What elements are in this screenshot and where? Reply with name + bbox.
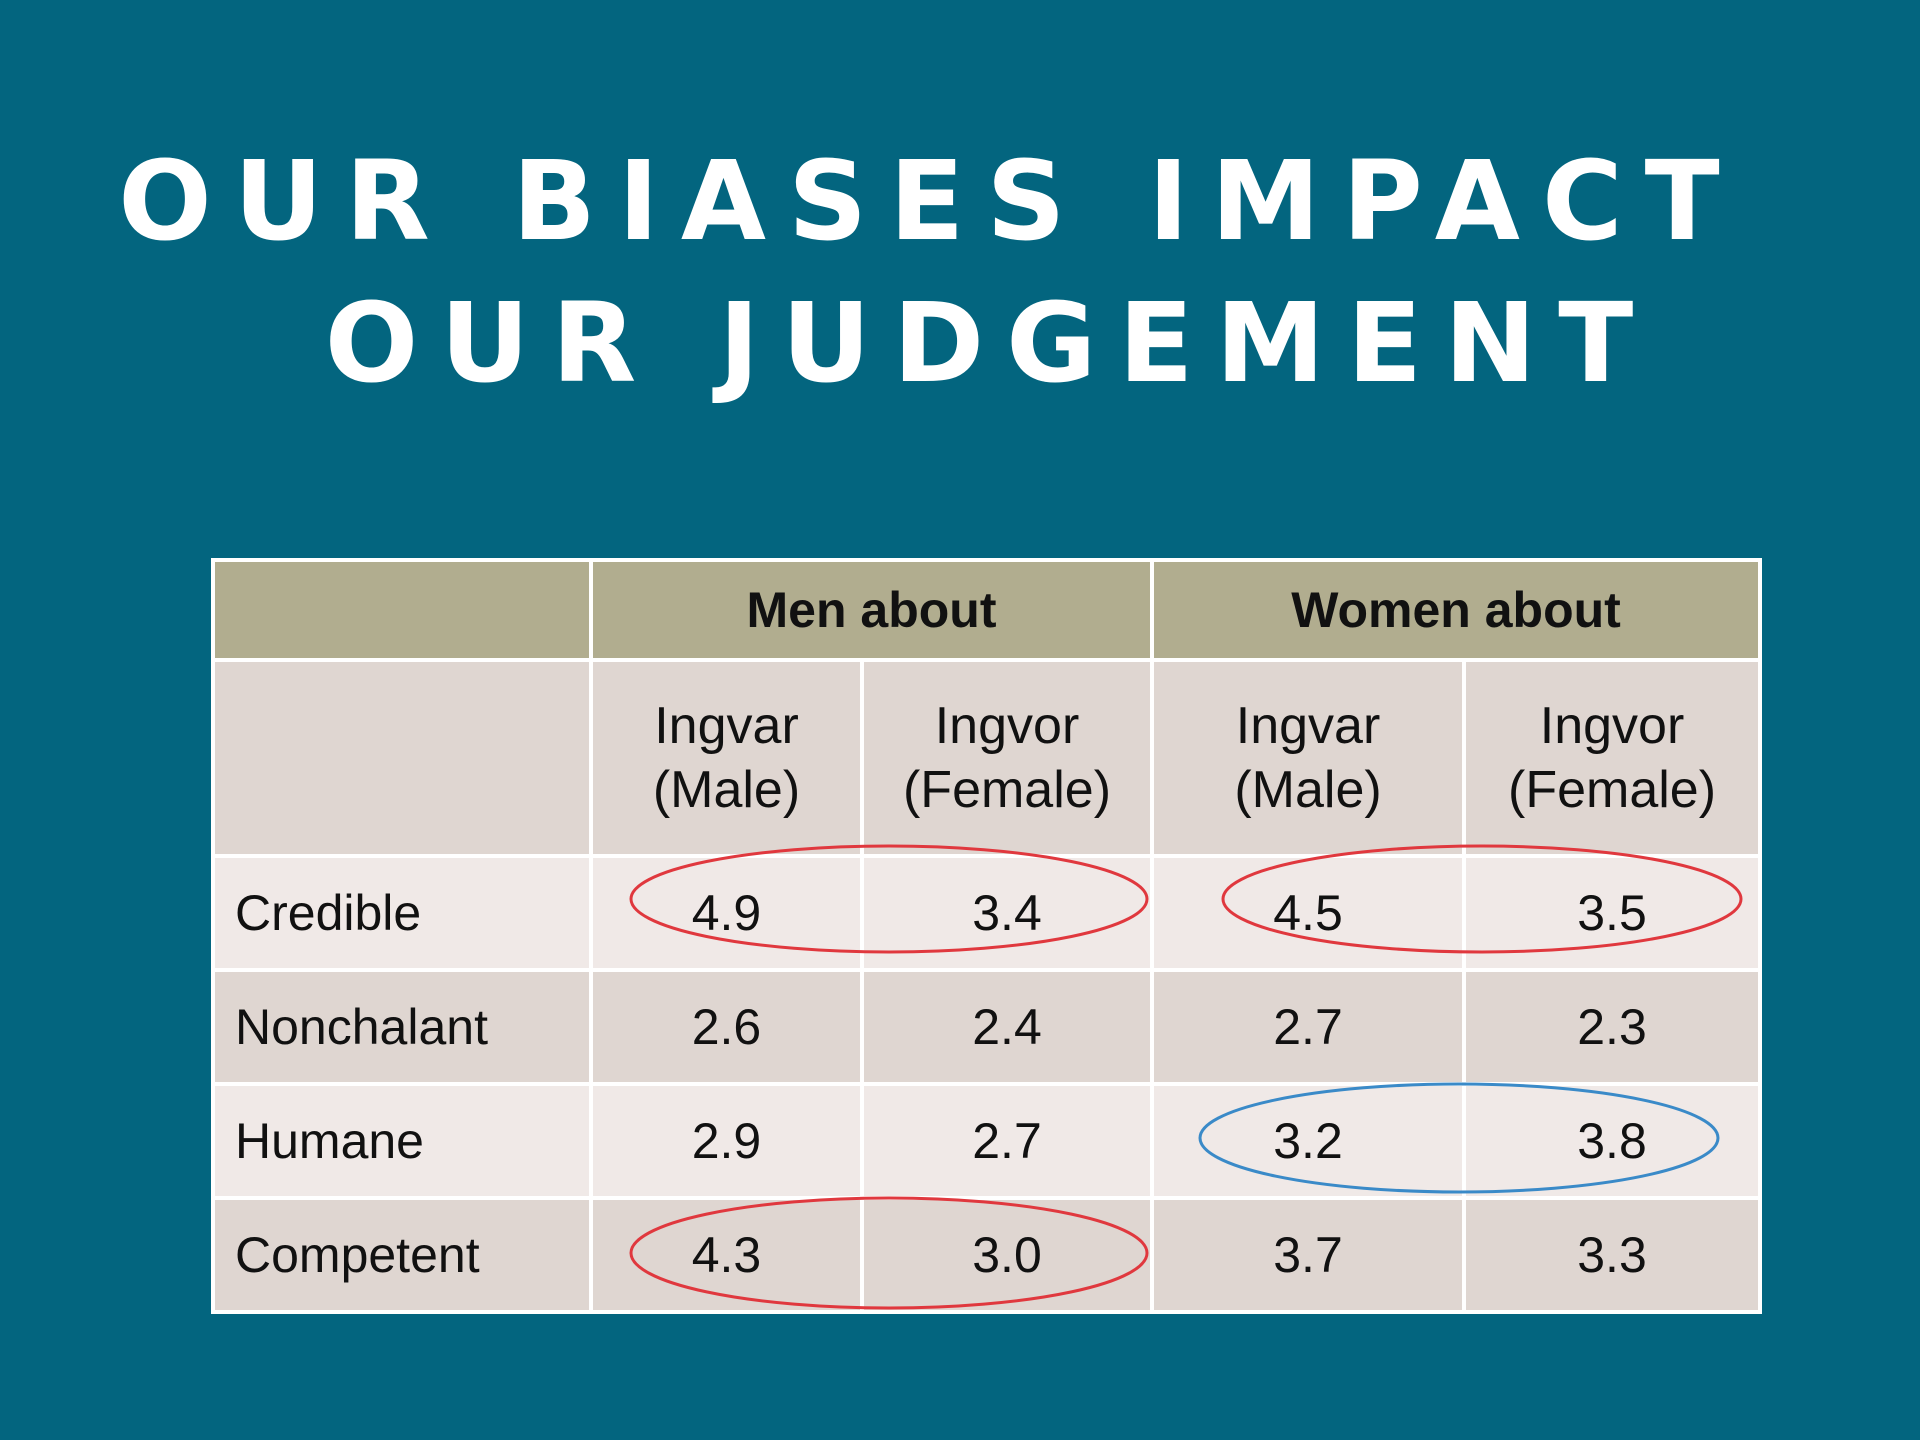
value-cell: 3.7 — [1150, 1196, 1467, 1314]
value-cell: 3.4 — [859, 854, 1155, 972]
row-label: Credible — [211, 854, 593, 972]
sub-header-cell: Ingvor (Female) — [1462, 658, 1763, 858]
sub-header-row: Ingvar (Male) Ingvor (Female) Ingvar (Ma… — [211, 658, 1763, 858]
ratings-table-container: Men about Women about Ingvar (Male) Ingv… — [211, 558, 1763, 1314]
value-cell: 2.4 — [859, 968, 1155, 1086]
group-header-row: Men about Women about — [211, 558, 1763, 662]
value-cell: 3.2 — [1150, 1082, 1467, 1200]
value-cell: 4.9 — [589, 854, 864, 972]
group-header-women: Women about — [1150, 558, 1763, 662]
sub-header-name: Ingvor — [1539, 697, 1685, 755]
value-cell: 2.9 — [589, 1082, 864, 1200]
value-cell: 3.0 — [859, 1196, 1155, 1314]
table-row: Humane 2.9 2.7 3.2 3.8 — [211, 1082, 1763, 1200]
value-cell: 3.8 — [1462, 1082, 1763, 1200]
sub-header-name: Ingvor — [934, 697, 1080, 755]
sub-header-cell: Ingvar (Male) — [1150, 658, 1467, 858]
sub-header-name: Ingvar — [654, 697, 799, 755]
slide-title: OUR BIASES IMPACT OUR JUDGEMENT — [0, 130, 1920, 414]
row-label: Humane — [211, 1082, 593, 1200]
sub-header-gender: (Male) — [1234, 761, 1382, 819]
sub-header-empty — [211, 658, 593, 858]
corner-cell — [211, 558, 593, 662]
value-cell: 2.6 — [589, 968, 864, 1086]
title-line-1: OUR BIASES IMPACT — [118, 137, 1742, 265]
value-cell: 2.7 — [1150, 968, 1467, 1086]
sub-header-cell: Ingvor (Female) — [859, 658, 1155, 858]
title-line-2: OUR JUDGEMENT — [324, 279, 1656, 407]
sub-header-gender: (Female) — [902, 761, 1112, 819]
sub-header-gender: (Female) — [1508, 761, 1717, 819]
value-cell: 3.3 — [1462, 1196, 1763, 1314]
sub-header-name: Ingvar — [1235, 697, 1381, 755]
row-label: Nonchalant — [211, 968, 593, 1086]
sub-header-gender: (Male) — [652, 761, 801, 819]
ratings-table: Men about Women about Ingvar (Male) Ingv… — [211, 558, 1763, 1314]
sub-header-cell: Ingvar (Male) — [589, 658, 864, 858]
table-row: Competent 4.3 3.0 3.7 3.3 — [211, 1196, 1763, 1314]
row-label: Competent — [211, 1196, 593, 1314]
table-row: Nonchalant 2.6 2.4 2.7 2.3 — [211, 968, 1763, 1086]
value-cell: 2.7 — [859, 1082, 1155, 1200]
value-cell: 3.5 — [1462, 854, 1763, 972]
group-header-men: Men about — [588, 558, 1155, 662]
value-cell: 2.3 — [1462, 968, 1763, 1086]
value-cell: 4.5 — [1150, 854, 1467, 972]
value-cell: 4.3 — [589, 1196, 864, 1314]
table-row: Credible 4.9 3.4 4.5 3.5 — [211, 854, 1763, 972]
